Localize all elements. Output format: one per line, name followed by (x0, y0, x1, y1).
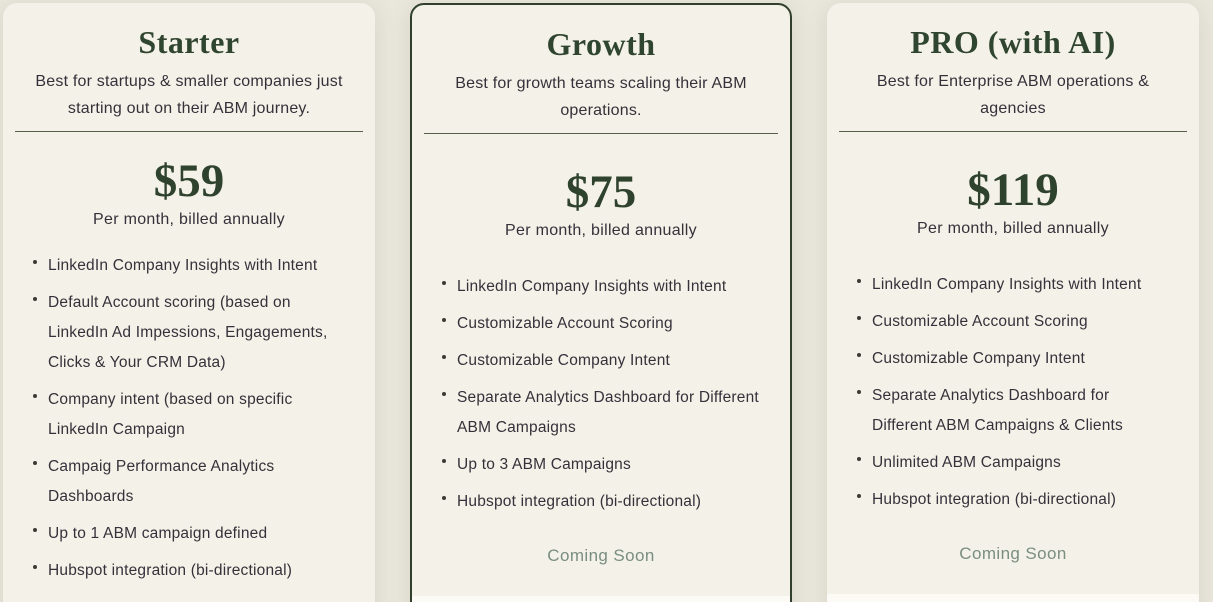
bullet-icon (442, 318, 446, 322)
bullet-icon (442, 392, 446, 396)
feature-text: Customizable Account Scoring (872, 313, 1088, 330)
billing-note: Per month, billed annually (93, 211, 285, 228)
bullet-icon (33, 394, 37, 398)
header-divider (424, 133, 778, 134)
feature-text: Customizable Account Scoring (457, 315, 673, 332)
bullet-icon (33, 297, 37, 301)
feature-item: Customizable Company Intent (442, 346, 760, 376)
plan-price: $59 (153, 155, 225, 207)
feature-item: Unlimited ABM Campaigns (857, 448, 1169, 478)
bullet-icon (857, 279, 861, 283)
feature-text: Separate Analytics Dashboard for Differe… (872, 387, 1123, 434)
feature-text: LinkedIn Company Insights with Intent (457, 278, 727, 295)
price-block: $119 Per month, billed annually (827, 165, 1199, 240)
cta-button-partial[interactable] (827, 594, 1199, 602)
bullet-icon (857, 457, 861, 461)
feature-item: Hubspot integration (bi-directional) (442, 487, 760, 517)
coming-soon-label: Coming Soon (547, 546, 655, 565)
feature-item: Separate Analytics Dashboard for Differe… (442, 383, 760, 443)
feature-text: Default Account scoring (based on Linked… (48, 294, 328, 371)
feature-text: Customizable Company Intent (872, 350, 1086, 367)
feature-text: Unlimited ABM Campaigns (872, 454, 1061, 471)
feature-text: Company intent (based on specific Linked… (48, 391, 293, 438)
feature-list: LinkedIn Company Insights with Intent Cu… (412, 272, 790, 517)
feature-item: LinkedIn Company Insights with Intent (857, 270, 1169, 300)
feature-item: Up to 3 ABM Campaigns (442, 450, 760, 480)
feature-item: LinkedIn Company Insights with Intent (442, 272, 760, 302)
feature-text: Campaig Performance Analytics Dashboards (48, 458, 275, 505)
plan-description: Best for startups & smaller companies ju… (35, 73, 343, 117)
plan-card-starter: Starter Best for startups & smaller comp… (3, 3, 375, 602)
bullet-icon (857, 353, 861, 357)
price-block: $59 Per month, billed annually (3, 156, 375, 231)
bullet-icon (857, 316, 861, 320)
feature-item: Default Account scoring (based on Linked… (33, 288, 345, 378)
feature-item: Campaig Performance Analytics Dashboards (33, 452, 345, 512)
cta-button-partial[interactable] (412, 596, 790, 602)
feature-item: Customizable Account Scoring (442, 309, 760, 339)
bullet-icon (33, 461, 37, 465)
bullet-icon (442, 355, 446, 359)
billing-note: Per month, billed annually (505, 222, 697, 239)
feature-item: Up to 1 ABM campaign defined (33, 519, 345, 549)
billing-note: Per month, billed annually (917, 220, 1109, 237)
feature-text: Hubspot integration (bi-directional) (872, 491, 1117, 508)
feature-item: Hubspot integration (bi-directional) (33, 556, 345, 586)
bullet-icon (442, 281, 446, 285)
bullet-icon (857, 494, 861, 498)
plan-header: Growth Best for growth teams scaling the… (412, 5, 790, 124)
bullet-icon (33, 565, 37, 569)
plan-price: $75 (565, 166, 637, 218)
plan-card-growth: Growth Best for growth teams scaling the… (410, 3, 792, 602)
feature-text: LinkedIn Company Insights with Intent (48, 257, 318, 274)
bullet-icon (33, 528, 37, 532)
bullet-icon (857, 390, 861, 394)
feature-item: Company intent (based on specific Linked… (33, 385, 345, 445)
feature-list: LinkedIn Company Insights with Intent De… (3, 251, 375, 586)
feature-text: Customizable Company Intent (457, 352, 671, 369)
header-divider (15, 131, 363, 132)
feature-text: Up to 1 ABM campaign defined (48, 525, 268, 542)
plan-title: PRO (with AI) (910, 24, 1116, 60)
feature-text: Separate Analytics Dashboard for Differe… (457, 389, 759, 436)
bullet-icon (442, 496, 446, 500)
feature-item: Customizable Account Scoring (857, 307, 1169, 337)
bullet-icon (442, 459, 446, 463)
bullet-icon (33, 260, 37, 264)
plan-price: $119 (967, 164, 1059, 216)
plan-card-pro: PRO (with AI) Best for Enterprise ABM op… (827, 3, 1199, 602)
plan-description: Best for Enterprise ABM operations & age… (876, 73, 1150, 117)
plan-header: Starter Best for startups & smaller comp… (3, 3, 375, 122)
feature-item: Separate Analytics Dashboard for Differe… (857, 381, 1169, 441)
feature-text: LinkedIn Company Insights with Intent (872, 276, 1142, 293)
feature-text: Hubspot integration (bi-directional) (457, 493, 702, 510)
feature-text: Hubspot integration (bi-directional) (48, 562, 293, 579)
feature-item: Hubspot integration (bi-directional) (857, 485, 1169, 515)
header-divider (839, 131, 1187, 132)
plan-title: Growth (546, 26, 656, 62)
feature-item: LinkedIn Company Insights with Intent (33, 251, 345, 281)
feature-text: Up to 3 ABM Campaigns (457, 456, 631, 473)
price-block: $75 Per month, billed annually (412, 167, 790, 242)
feature-item: Customizable Company Intent (857, 344, 1169, 374)
feature-list: LinkedIn Company Insights with Intent Cu… (827, 270, 1199, 515)
plan-title: Starter (138, 24, 240, 60)
plan-description: Best for growth teams scaling their ABM … (455, 75, 747, 119)
plan-header: PRO (with AI) Best for Enterprise ABM op… (827, 3, 1199, 122)
coming-soon-label: Coming Soon (959, 544, 1067, 563)
